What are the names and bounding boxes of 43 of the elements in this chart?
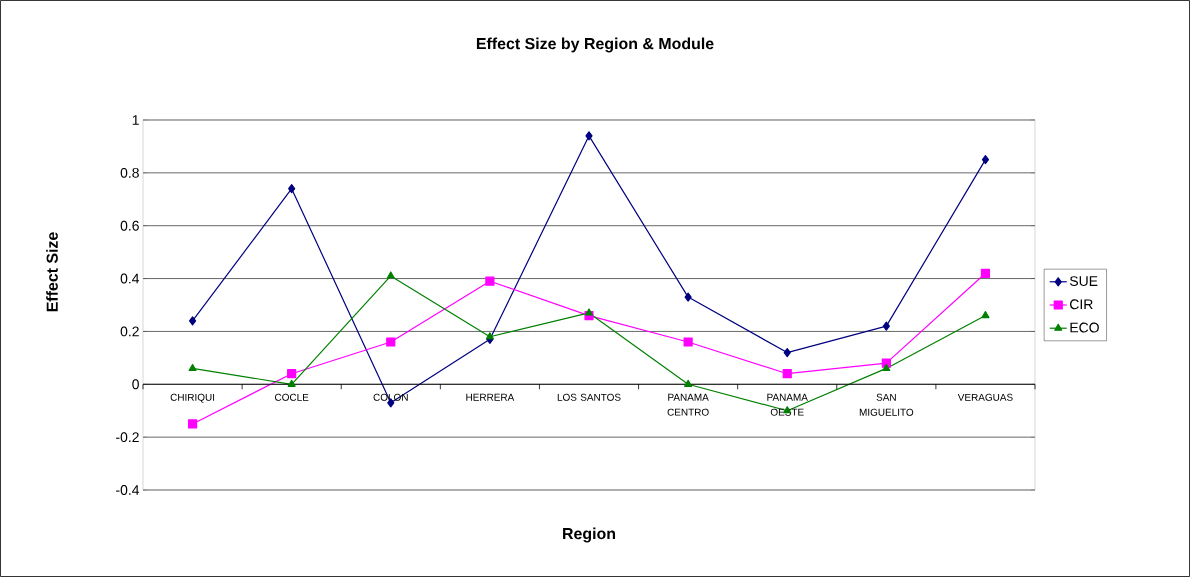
y-tick-label: 0.6 (120, 220, 139, 231)
y-tick-label: 0 (132, 379, 139, 390)
point (981, 155, 990, 165)
x-tick-label: CHIRIQUI (170, 393, 215, 403)
y-tick-label: 0.2 (120, 326, 139, 337)
point (782, 369, 792, 379)
x-tick-label: HERRERA (466, 393, 515, 401)
point (187, 419, 198, 429)
point (188, 316, 197, 326)
legend-label: SUE (1069, 276, 1098, 287)
point (386, 271, 395, 279)
point (287, 379, 296, 387)
y-tick-label: 0.8 (120, 167, 139, 178)
point (882, 363, 891, 372)
x-axis-title: Region (563, 527, 616, 543)
x-tick-label: VERAGUAS (957, 393, 1013, 401)
point (684, 292, 692, 302)
point (386, 337, 396, 347)
point (980, 268, 991, 278)
point (684, 379, 693, 387)
legend-label: ECO (1070, 322, 1099, 333)
x-tick-label: PANAMA CENTRO (667, 393, 709, 416)
x-tick-label: COCLE (275, 393, 309, 401)
point (981, 310, 990, 319)
point (783, 347, 791, 358)
x-tick-label: SAN MIGUELITO (859, 393, 914, 416)
point (485, 276, 495, 286)
point (485, 332, 494, 340)
point (288, 184, 296, 194)
chart-title: Effect Size by Region & Module (476, 37, 714, 53)
legend-label: CIR (1070, 299, 1093, 310)
point (683, 337, 693, 347)
point (584, 308, 594, 316)
y-tick-label: -0.2 (116, 432, 139, 443)
point (585, 131, 593, 141)
y-axis-title: Effect Size (46, 232, 58, 312)
point (882, 321, 890, 331)
y-tick-label: 0.4 (120, 273, 140, 284)
x-tick-label: LOS SANTOS (557, 393, 621, 401)
y-tick-label: 1 (132, 115, 139, 125)
y-tick-label: -0.4 (116, 485, 140, 495)
point (287, 369, 297, 379)
point (188, 363, 197, 372)
